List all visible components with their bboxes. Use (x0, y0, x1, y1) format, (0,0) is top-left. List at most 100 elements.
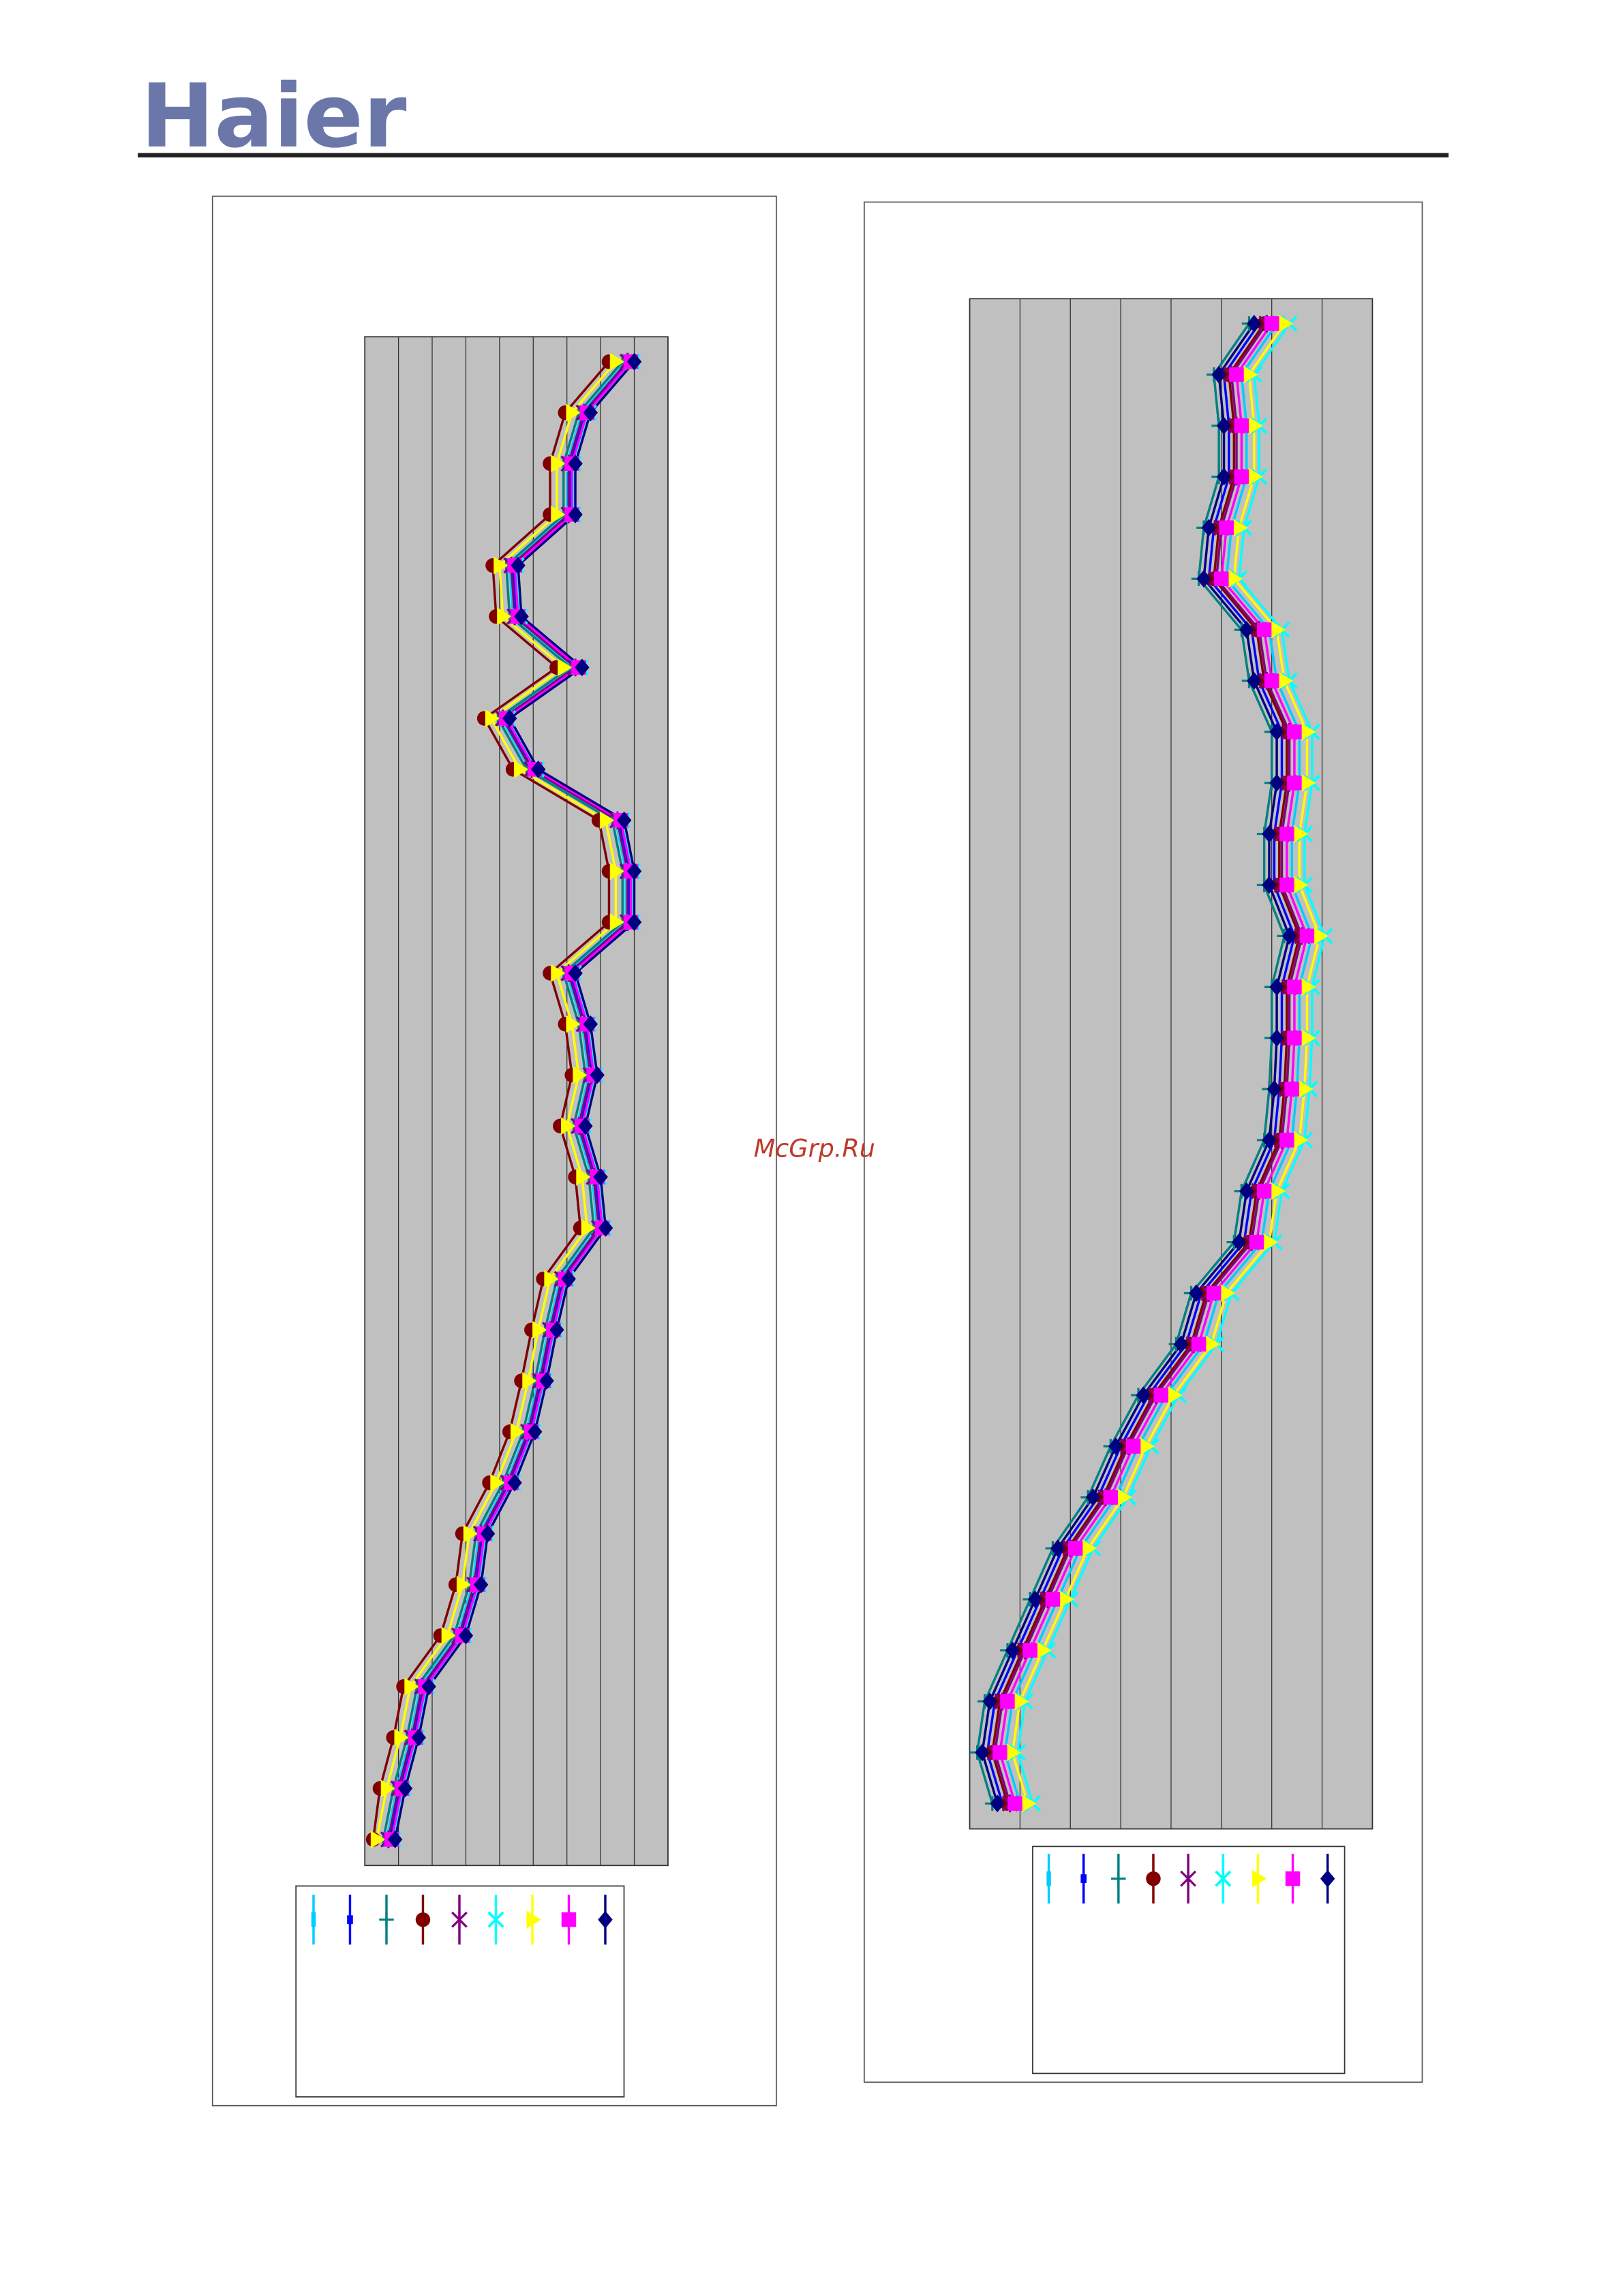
marker (387, 1831, 403, 1848)
marker (1140, 1437, 1155, 1456)
marker (1080, 1874, 1087, 1884)
chart (311, 336, 669, 1945)
marker (573, 1066, 588, 1084)
series-line (385, 361, 627, 1840)
marker (497, 607, 512, 626)
marker (1117, 1488, 1132, 1506)
marker (1287, 979, 1302, 995)
marker (544, 1270, 559, 1288)
marker (992, 1745, 1007, 1760)
marker (982, 1692, 997, 1711)
series-line (986, 322, 1296, 1804)
marker (1262, 825, 1277, 843)
marker (1299, 928, 1315, 944)
marker (1037, 1641, 1052, 1659)
marker (1284, 1082, 1299, 1097)
marker (456, 1576, 472, 1594)
marker (404, 1677, 419, 1696)
marker (1314, 927, 1329, 945)
marker (1216, 468, 1232, 486)
marker (1234, 469, 1249, 485)
marker (380, 1779, 396, 1798)
marker (1174, 1335, 1189, 1353)
series-line (1003, 322, 1314, 1804)
marker (616, 811, 632, 829)
marker (1262, 876, 1277, 894)
watermark: McGrp.Ru (754, 1133, 875, 1163)
marker (990, 1794, 1005, 1813)
marker (561, 1117, 576, 1135)
marker (1301, 978, 1316, 996)
marker (458, 1627, 474, 1644)
marker (1263, 1233, 1278, 1251)
marker (1279, 1133, 1294, 1148)
series-line (1016, 322, 1326, 1804)
marker (522, 1372, 537, 1390)
marker (1103, 1490, 1119, 1505)
marker (441, 1627, 457, 1644)
marker (1271, 621, 1286, 639)
marker (609, 913, 625, 932)
marker (463, 1525, 479, 1543)
marker (1287, 776, 1302, 791)
marker (1243, 365, 1258, 384)
series-line (999, 322, 1309, 1804)
marker (561, 1912, 577, 1927)
marker (490, 1473, 505, 1492)
marker (590, 1066, 605, 1084)
marker (1231, 1233, 1247, 1251)
marker (415, 1912, 431, 1927)
marker (1247, 672, 1262, 690)
series-line (392, 361, 634, 1840)
marker (480, 1525, 496, 1543)
marker (1285, 1871, 1301, 1886)
chart (969, 298, 1374, 1904)
marker (1205, 1335, 1220, 1353)
marker (1215, 1870, 1232, 1887)
marker (539, 1372, 554, 1390)
marker (1249, 1234, 1264, 1250)
marker (1229, 367, 1244, 382)
marker (1278, 672, 1294, 690)
marker (576, 1168, 591, 1186)
marker (1248, 416, 1263, 435)
marker (1219, 520, 1234, 536)
marker (1234, 418, 1249, 433)
marker (311, 1912, 316, 1927)
marker (1211, 365, 1226, 384)
marker (626, 352, 642, 371)
marker (1125, 1439, 1141, 1454)
marker (1111, 1871, 1126, 1886)
marker (1301, 774, 1316, 792)
marker (1256, 1184, 1272, 1199)
marker (1279, 877, 1294, 893)
marker (1264, 316, 1279, 331)
marker (1228, 570, 1243, 588)
marker (1005, 1641, 1020, 1659)
marker (494, 556, 509, 575)
series-line (975, 322, 1286, 1804)
marker (527, 1423, 543, 1441)
marker (1214, 571, 1229, 586)
marker (1022, 1642, 1037, 1658)
marker (1007, 1796, 1022, 1811)
marker (1233, 519, 1248, 537)
marker (1279, 826, 1294, 842)
marker (397, 1779, 413, 1798)
marker (551, 964, 566, 982)
marker (609, 862, 625, 881)
marker (526, 1910, 541, 1929)
marker (370, 1831, 386, 1848)
marker (566, 403, 581, 422)
marker (411, 1728, 426, 1747)
marker (1046, 1871, 1051, 1886)
marker (1264, 673, 1279, 688)
marker (551, 455, 566, 473)
marker (1201, 519, 1217, 537)
marker (558, 658, 573, 677)
marker (485, 709, 500, 727)
series-line (991, 322, 1301, 1804)
marker (1256, 622, 1272, 637)
